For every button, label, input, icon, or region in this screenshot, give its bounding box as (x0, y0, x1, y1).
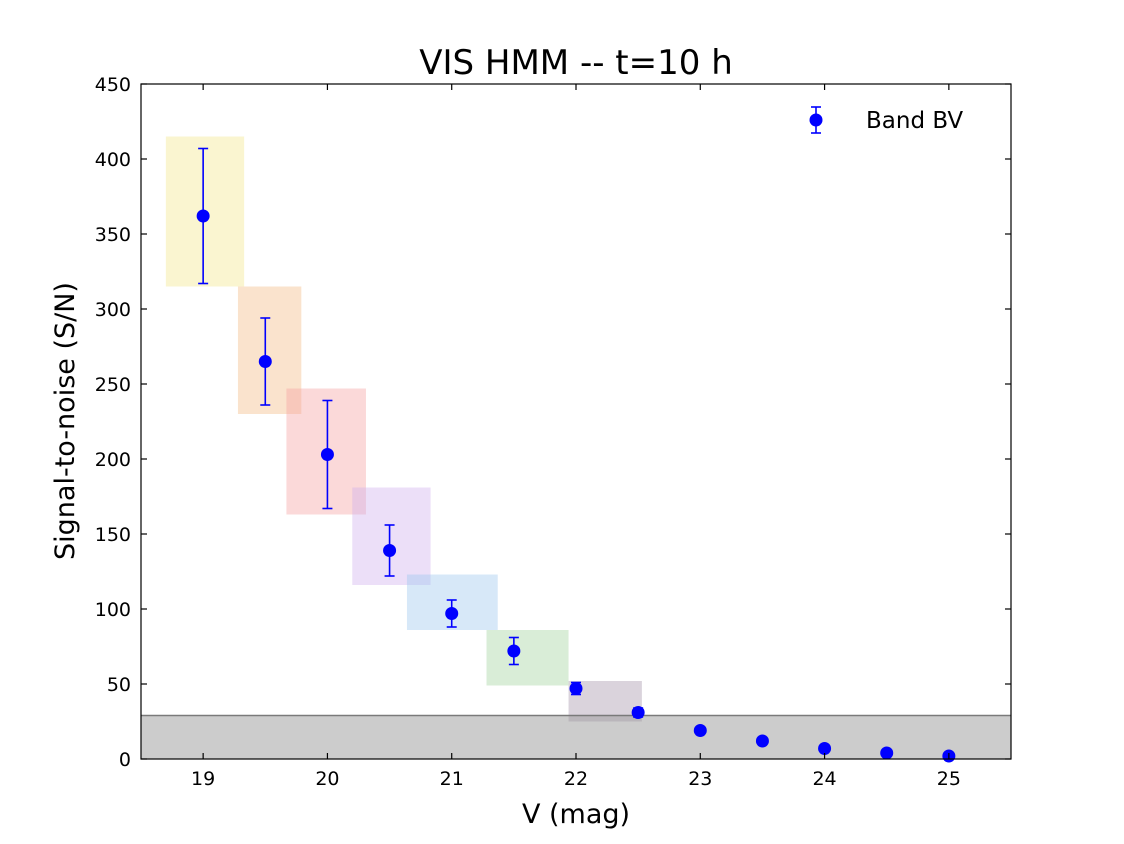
y-tick-label: 0 (119, 749, 131, 771)
data-point-9 (693, 724, 707, 737)
data-point-5 (445, 599, 459, 628)
x-tick-label: 19 (191, 768, 215, 790)
marker (818, 742, 832, 755)
y-axis-title: Signal-to-noise (S/N) (50, 282, 81, 560)
data-point-2 (258, 317, 272, 406)
marker (631, 706, 645, 719)
axis-ticks: 19 20 21 22 23 24 2505010015020025030035040045… (95, 74, 1011, 790)
shaded-regions (165, 136, 642, 722)
marker (569, 682, 583, 695)
y-tick-label: 150 (95, 524, 131, 546)
x-tick-label: 20 (315, 768, 339, 790)
x-tick-label: 21 (440, 768, 464, 790)
chart-title: VIS HMM -- t=10 h (419, 43, 733, 83)
x-tick-label: 24 (812, 768, 836, 790)
x-axis-title: V (mag) (522, 799, 630, 830)
data-point-10 (755, 734, 769, 748)
marker (693, 724, 707, 737)
data-point-8 (631, 706, 645, 719)
data-point-3 (320, 399, 334, 510)
shaded-region-4 (352, 487, 431, 585)
y-tick-label: 300 (95, 299, 131, 321)
y-tick-label: 400 (95, 149, 131, 171)
marker (258, 355, 272, 368)
y-tick-label: 200 (95, 449, 131, 471)
marker (880, 746, 894, 760)
data-point-11 (818, 742, 832, 755)
legend-marker (809, 113, 823, 127)
marker (196, 209, 210, 223)
y-tick-label: 350 (95, 224, 131, 246)
shaded-region-6 (486, 630, 569, 686)
y-tick-label: 450 (95, 74, 131, 96)
x-tick-label: 23 (688, 768, 712, 790)
legend-label: Band BV (866, 108, 963, 134)
marker (507, 644, 521, 658)
marker (320, 448, 334, 461)
data-point-6 (507, 636, 521, 666)
data-point-12 (880, 746, 894, 760)
marker (383, 544, 397, 557)
y-tick-label: 50 (107, 674, 131, 696)
y-tick-label: 100 (95, 599, 131, 621)
legend: Band BV (809, 106, 963, 134)
data-point-4 (383, 524, 397, 577)
data-point-7 (569, 681, 583, 696)
data-points (196, 147, 956, 763)
shaded-region-2 (237, 286, 302, 414)
marker (445, 607, 459, 620)
x-tick-label: 22 (564, 768, 588, 790)
y-tick-label: 250 (95, 374, 131, 396)
threshold-band-group (141, 714, 1011, 759)
plot-frame (140, 83, 1012, 760)
x-tick-label: 25 (937, 768, 961, 790)
marker (755, 734, 769, 748)
data-point-1 (196, 147, 210, 285)
threshold-band (141, 715, 1011, 759)
